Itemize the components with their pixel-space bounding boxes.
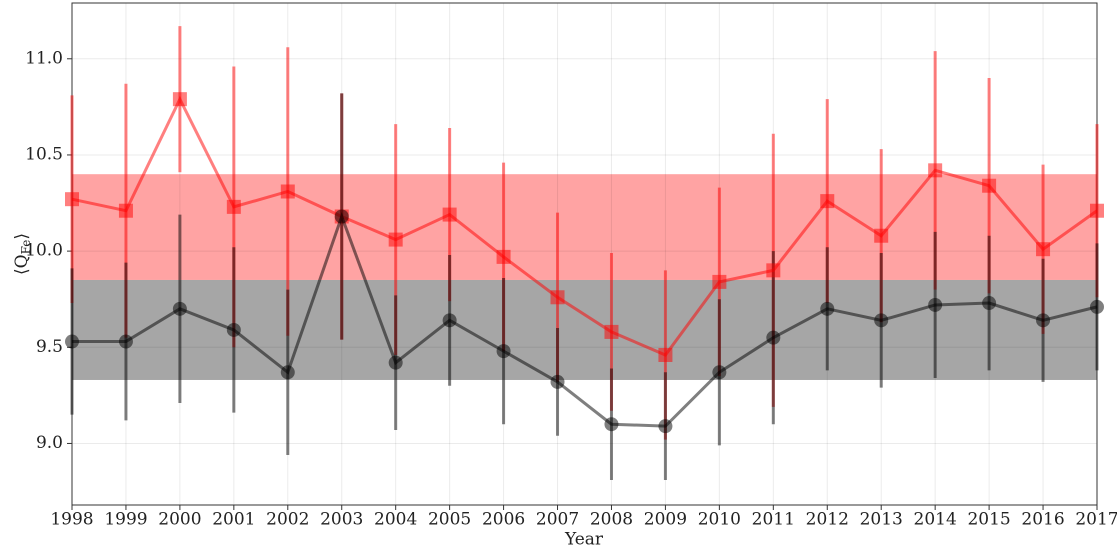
band (72, 174, 1097, 280)
marker (388, 355, 403, 370)
y-tick-label: 9.0 (36, 433, 63, 453)
x-tick-label: 2007 (536, 510, 579, 530)
marker (982, 178, 997, 193)
x-tick-label: 2000 (158, 510, 201, 530)
x-tick-label: 2005 (428, 510, 471, 530)
marker (712, 274, 727, 289)
marker (442, 313, 457, 328)
marker (550, 374, 565, 389)
y-tick-label: 10.5 (25, 144, 63, 164)
x-tick-label: 2003 (320, 510, 363, 530)
y-tick-label: 11.0 (25, 48, 63, 68)
x-tick-label: 2015 (967, 510, 1010, 530)
marker (658, 347, 673, 362)
marker (496, 344, 511, 359)
marker (172, 301, 187, 316)
marker (65, 192, 79, 207)
y-label-main: ⟨Q (12, 254, 32, 275)
y-label-close: ⟩ (12, 233, 32, 240)
marker (388, 232, 403, 247)
x-tick-label: 2017 (1075, 510, 1117, 530)
marker (118, 203, 133, 218)
x-tick-label: 2012 (806, 510, 849, 530)
x-tick-label: 1998 (50, 510, 93, 530)
marker (1090, 299, 1104, 314)
y-tick-label: 9.5 (36, 337, 63, 357)
marker (874, 313, 889, 328)
x-axis-label: Year (564, 530, 604, 550)
marker (982, 296, 997, 311)
y-tick-label: 10.0 (25, 241, 63, 261)
x-tick-label: 2002 (266, 510, 309, 530)
marker (226, 199, 241, 214)
marker (172, 92, 187, 107)
marker (712, 365, 727, 380)
marker (1036, 242, 1051, 257)
marker (604, 324, 619, 339)
x-tick-label: 2004 (374, 510, 417, 530)
marker (820, 301, 835, 316)
marker (820, 194, 835, 209)
marker (928, 163, 943, 178)
marker (226, 322, 241, 337)
marker (1036, 313, 1051, 328)
marker (334, 209, 349, 224)
marker (550, 290, 565, 305)
x-tick-label: 2016 (1021, 510, 1064, 530)
series-line (71, 95, 1098, 357)
marker (496, 249, 511, 264)
x-tick-label: 2010 (698, 510, 741, 530)
marker (1090, 203, 1104, 218)
marker (658, 419, 673, 434)
x-tick-label: 2006 (482, 510, 525, 530)
marker (766, 330, 781, 345)
x-tick-label: 2013 (860, 510, 903, 530)
marker (766, 263, 781, 278)
marker (442, 207, 457, 222)
x-tick-label: 2011 (752, 510, 795, 530)
marker (118, 334, 133, 349)
x-tick-label: 2009 (644, 510, 687, 530)
marker (280, 365, 295, 380)
x-tick-label: 1999 (104, 510, 147, 530)
marker (65, 334, 79, 349)
y-axis-label: ⟨QFe⟩ (12, 233, 33, 275)
marker (604, 417, 619, 432)
x-tick-label: 2001 (212, 510, 255, 530)
series-line (72, 212, 1098, 428)
x-tick-label: 2014 (914, 510, 957, 530)
marker (280, 184, 295, 199)
marker (874, 228, 889, 243)
y-label-sub: Fe (19, 240, 33, 255)
band (72, 279, 1097, 380)
marker (928, 297, 943, 312)
x-tick-label: 2008 (590, 510, 633, 530)
